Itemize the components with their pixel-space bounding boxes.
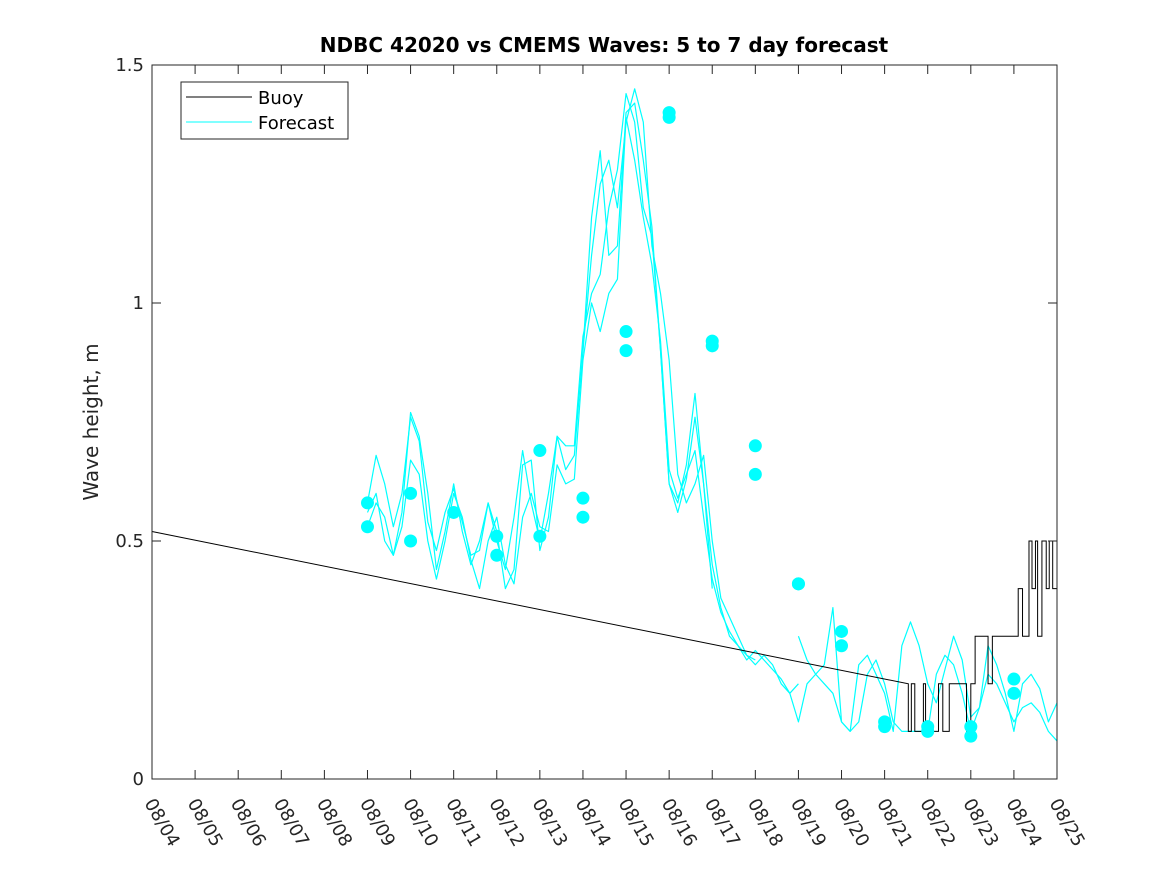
axes-box	[151, 64, 1058, 780]
forecast-marker	[921, 724, 935, 738]
forecast-marker	[576, 510, 590, 524]
forecast-marker	[490, 548, 504, 562]
legend: Buoy Forecast	[180, 81, 349, 140]
forecast-marker	[705, 339, 719, 353]
forecast-marker	[791, 577, 805, 591]
buoy-line	[151, 530, 1057, 732]
y-tick-label: 0.5	[115, 531, 144, 552]
forecast-marker	[964, 720, 978, 734]
plot-area	[152, 65, 1057, 779]
y-tick-label: 0	[133, 769, 144, 790]
forecast-marker	[1007, 672, 1021, 686]
forecast-marker	[533, 529, 547, 543]
forecast-marker	[533, 444, 547, 458]
forecast-marker	[835, 639, 849, 653]
y-tick-label: 1.5	[115, 55, 144, 76]
forecast-marker	[662, 110, 676, 124]
chart-title: NDBC 42020 vs CMEMS Waves: 5 to 7 day fo…	[320, 33, 889, 57]
legend-buoy-label: Buoy	[258, 88, 304, 109]
forecast-marker	[404, 486, 418, 500]
legend-box	[180, 81, 349, 140]
forecast-marker	[878, 720, 892, 734]
forecast-marker	[748, 439, 762, 453]
forecast-marker	[447, 505, 461, 519]
forecast-line-2	[366, 116, 756, 661]
forecast-marker	[619, 344, 633, 358]
y-axis-label: Wave height, m	[79, 343, 103, 500]
forecast-marker	[1007, 686, 1021, 700]
forecast-line-4	[582, 88, 1058, 733]
forecast-marker	[619, 325, 633, 339]
legend-forecast-label: Forecast	[258, 113, 334, 134]
forecast-marker	[964, 729, 978, 743]
forecast-line-3	[366, 92, 799, 694]
forecast-marker	[360, 496, 374, 510]
forecast-marker	[360, 520, 374, 534]
y-tick-label: 1	[133, 293, 144, 314]
forecast-marker	[404, 534, 418, 548]
forecast-marker	[835, 624, 849, 638]
forecast-marker	[748, 467, 762, 481]
forecast-marker	[490, 529, 504, 543]
forecast-marker	[576, 491, 590, 505]
markers-layer	[360, 106, 1021, 743]
